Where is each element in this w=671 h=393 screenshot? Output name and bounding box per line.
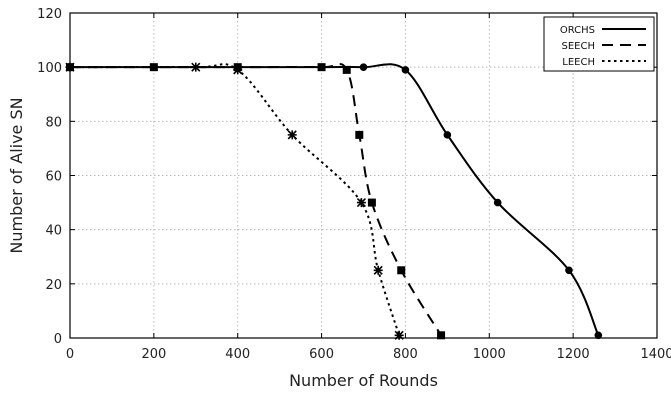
x-tick-label: 1000 bbox=[473, 347, 506, 362]
seech-point bbox=[317, 63, 326, 72]
leech-point bbox=[394, 330, 404, 340]
seech-point bbox=[149, 63, 158, 72]
leech-point bbox=[233, 65, 243, 75]
legend-entries: ORCHS SEECH LEECH bbox=[560, 25, 646, 68]
legend-box bbox=[543, 16, 655, 72]
legend: ORCHS SEECH LEECH bbox=[543, 16, 655, 72]
y-tick-label: 40 bbox=[45, 224, 62, 239]
legend-label-leech: LEECH bbox=[562, 57, 595, 68]
seech-point bbox=[397, 266, 406, 275]
y-tick-label: 100 bbox=[37, 61, 62, 76]
y-axis-label: Number of Alive SN bbox=[7, 97, 26, 253]
y-tick-label: 120 bbox=[37, 7, 62, 22]
orchs-point bbox=[443, 131, 452, 139]
legend-label-orchs: ORCHS bbox=[560, 25, 595, 36]
seech-point bbox=[342, 65, 351, 74]
y-tick-label: 80 bbox=[45, 115, 62, 130]
leech-point bbox=[287, 130, 297, 140]
x-axis-label: Number of Rounds bbox=[289, 371, 438, 390]
seech-point bbox=[437, 331, 446, 340]
leech-point bbox=[191, 62, 201, 72]
orchs-point bbox=[594, 331, 603, 340]
orchs-point bbox=[401, 66, 410, 74]
x-tick-label: 200 bbox=[141, 347, 166, 362]
leech-point bbox=[373, 265, 383, 275]
y-tick-label: 60 bbox=[45, 170, 62, 185]
leech-point bbox=[65, 62, 75, 72]
x-tick-label: 800 bbox=[393, 347, 418, 362]
leech-point bbox=[356, 198, 366, 208]
series-leech bbox=[65, 62, 404, 340]
y-tick-label: 20 bbox=[45, 278, 62, 293]
x-tick-label: 1200 bbox=[557, 347, 590, 362]
orchs-point bbox=[493, 198, 502, 207]
y-tick-label: 0 bbox=[54, 332, 62, 347]
orchs-point bbox=[359, 63, 368, 71]
orchs-point bbox=[565, 266, 573, 275]
x-tick-label: 1400 bbox=[640, 347, 671, 362]
x-tick-label: 0 bbox=[66, 347, 74, 362]
series-layer bbox=[65, 62, 603, 340]
seech-point bbox=[355, 130, 364, 139]
legend-label-seech: SEECH bbox=[562, 41, 596, 52]
x-tick-label: 400 bbox=[225, 347, 250, 362]
x-tick-label: 600 bbox=[309, 347, 334, 362]
seech-point bbox=[367, 198, 376, 207]
tick-labels: 0 200 400 600 800 1000 1200 1400 0 20 40 60 80 100 120 bbox=[37, 7, 671, 362]
